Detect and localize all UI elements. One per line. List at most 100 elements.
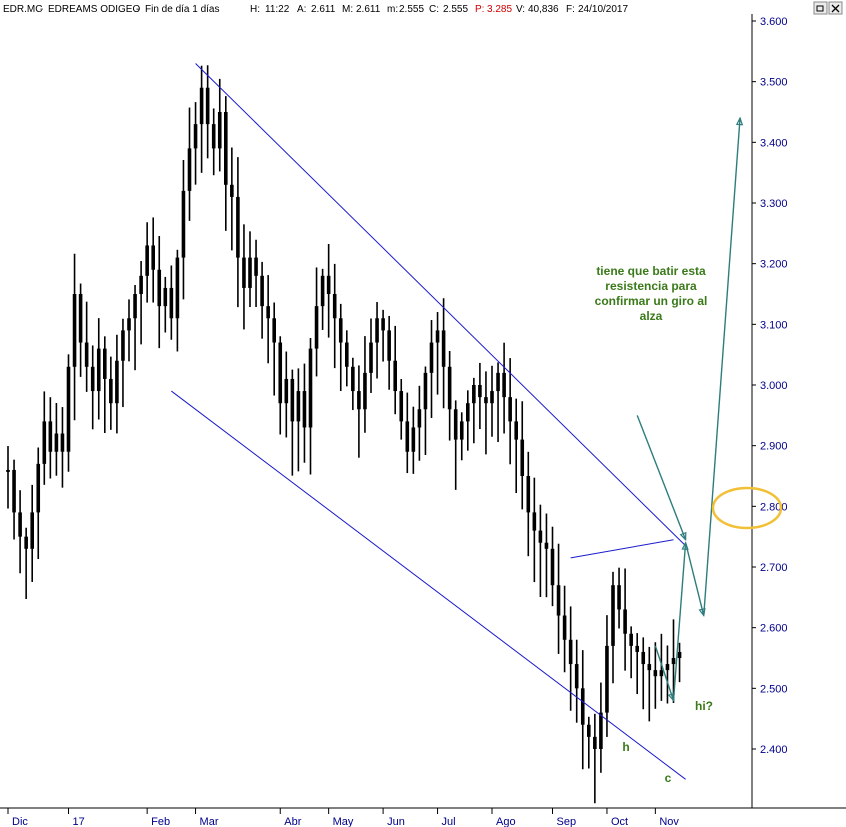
wave-label-h: h <box>622 740 629 754</box>
price-bar-body <box>423 372 428 410</box>
price-bar-body <box>611 585 615 646</box>
price-bar-body <box>163 287 168 307</box>
price-bar-body <box>6 469 10 472</box>
header-f-value: 24/10/2017 <box>578 4 628 15</box>
price-bar-body <box>387 330 391 361</box>
price-bar-body <box>127 318 131 331</box>
x-tick-label: Sep <box>557 816 577 827</box>
price-bar-body <box>242 257 246 288</box>
y-tick-label: 3.600 <box>760 16 788 28</box>
price-bar-body <box>115 360 119 404</box>
wave-label-hi: hi? <box>695 699 713 713</box>
x-tick-label: Jul <box>442 816 456 827</box>
y-tick-label: 2.800 <box>760 501 788 513</box>
price-bar-body <box>109 378 113 404</box>
header-c-label: C: <box>429 4 439 15</box>
price-bar-body <box>447 366 452 410</box>
channel-lower-line <box>171 390 686 780</box>
price-bar-body <box>580 688 585 725</box>
price-bar-body <box>30 512 34 549</box>
header-a-label: A: <box>297 4 306 15</box>
projection-arrow-head <box>735 116 744 126</box>
header-v-value: 40,836 <box>528 4 559 15</box>
header-h-label: H: <box>250 4 260 15</box>
price-bar-body <box>187 148 192 191</box>
price-bar-body <box>338 318 343 343</box>
price-bar-body <box>90 366 95 392</box>
price-bar-body <box>393 360 397 392</box>
x-tick-label: May <box>333 816 354 827</box>
price-bar-body <box>496 372 500 392</box>
header-name: EDREAMS ODIGEO <box>48 4 140 15</box>
price-bar-body <box>502 372 506 398</box>
price-bar-body <box>217 112 222 149</box>
chart-header: EDR.MC - EDREAMS ODIGEO - Fin de día 1 d… <box>3 4 628 15</box>
x-tick-label: Ago <box>496 816 516 827</box>
price-bar-body <box>587 724 591 737</box>
y-tick-label: 2.500 <box>760 683 788 695</box>
price-bar-body <box>12 469 16 513</box>
price-bar-body <box>84 342 89 367</box>
restore-button-bg <box>813 1 828 15</box>
price-bar-body <box>345 342 349 367</box>
price-bar-body <box>302 391 307 428</box>
header-symbol: EDR.MC <box>3 4 42 15</box>
price-bar-body <box>145 245 149 276</box>
price-bar-body <box>36 463 41 513</box>
close-button[interactable] <box>828 1 843 15</box>
price-bar-body <box>635 645 639 652</box>
x-tick-label: Dic <box>12 816 28 827</box>
price-bar-body <box>296 391 301 422</box>
annotation-line-3: confirmar un giro al <box>595 294 708 308</box>
price-bar-body <box>375 318 379 343</box>
y-tick-label: 3.500 <box>760 77 788 89</box>
price-bar-body <box>326 275 331 294</box>
header-mn-label: m: <box>387 4 398 15</box>
price-bar-body <box>357 391 361 410</box>
price-bar-body <box>175 257 180 319</box>
price-bar-body <box>308 348 313 428</box>
price-bar-body <box>466 403 470 422</box>
header-period: Fin de día 1 días <box>145 4 220 15</box>
projection-arrow <box>672 542 687 701</box>
price-bar-body <box>623 609 627 634</box>
price-bar-body <box>133 294 137 319</box>
close-icon <box>831 4 840 13</box>
price-bar-body <box>224 112 228 185</box>
price-bar-body <box>248 257 252 288</box>
header-p-label: P: <box>475 4 484 15</box>
price-bar-body <box>42 421 47 464</box>
restore-icon <box>816 5 824 12</box>
price-bar-body <box>526 476 531 513</box>
price-bar-body <box>211 124 216 149</box>
price-bar-body <box>593 736 597 749</box>
price-bar-body <box>169 287 174 319</box>
annotation-line-4: alza <box>640 309 663 323</box>
projection-arrows <box>636 116 744 702</box>
price-bar-body <box>314 306 319 349</box>
price-bar-body <box>24 536 28 549</box>
price-bar-body <box>556 585 561 616</box>
y-tick-label: 3.300 <box>760 198 788 210</box>
projection-arrow <box>703 118 741 616</box>
price-bar-body <box>351 366 355 392</box>
price-bar-body <box>96 348 101 392</box>
channel-upper-line <box>195 63 686 547</box>
price-bar-body <box>54 433 59 452</box>
price-bar-body <box>78 294 83 343</box>
x-tick-label: Oct <box>611 816 628 827</box>
header-m-value: 2.611 <box>356 4 381 15</box>
price-bar-body <box>490 391 494 404</box>
price-bar-body <box>599 712 603 749</box>
price-bar-body <box>139 275 143 294</box>
header-v-label: V: <box>516 4 525 15</box>
price-bar-body <box>236 196 240 258</box>
projection-arrow <box>654 645 675 701</box>
y-tick-label: 3.000 <box>760 380 788 392</box>
restore-button[interactable] <box>813 1 828 15</box>
header-dash-2: - <box>136 4 139 15</box>
price-bar-body <box>157 269 162 307</box>
price-bar-body <box>484 397 488 404</box>
header-h-value: 11:22 <box>265 4 290 15</box>
